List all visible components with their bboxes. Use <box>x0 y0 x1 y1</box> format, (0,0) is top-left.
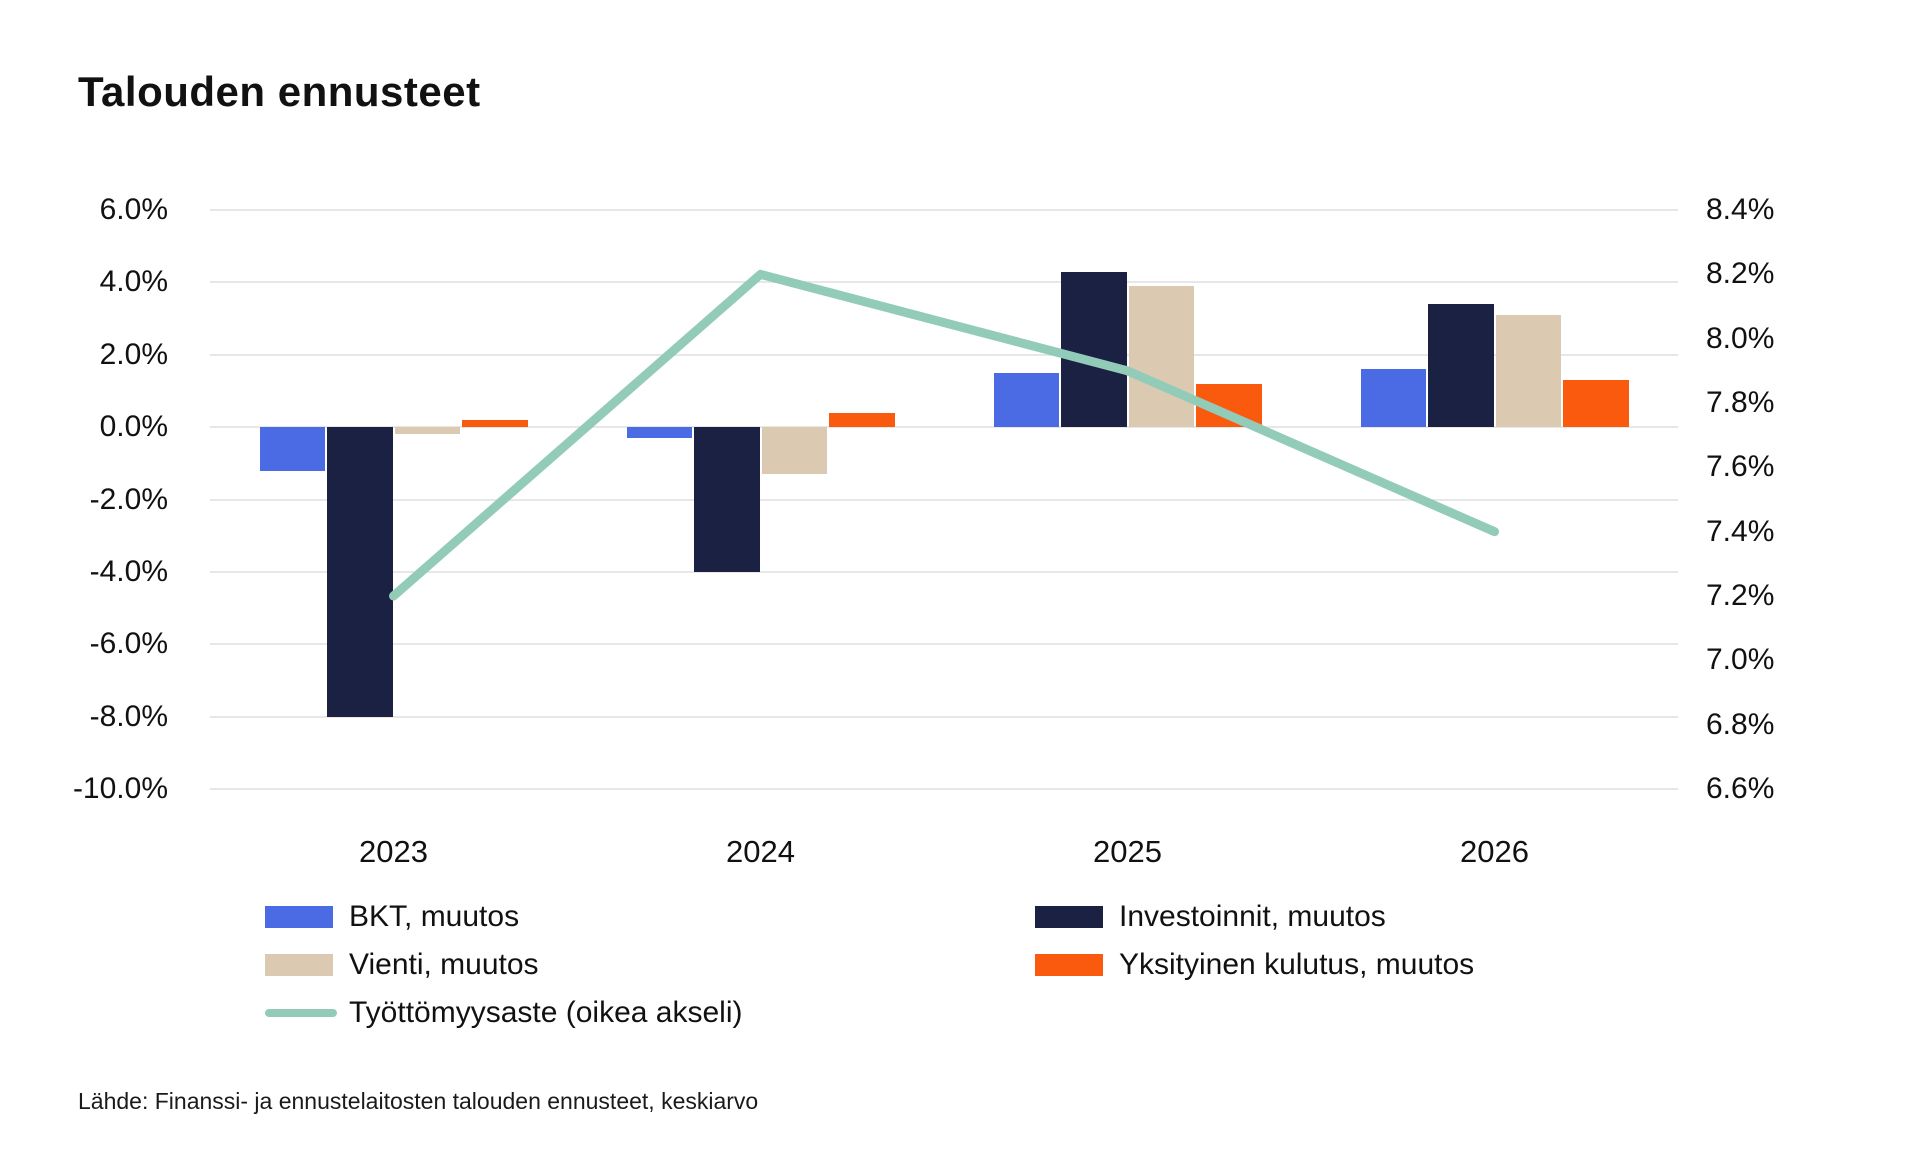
right-axis-tick: 7.8% <box>1706 386 1775 419</box>
gridline <box>210 643 1678 646</box>
left-axis-tick: 2.0% <box>99 337 168 371</box>
left-axis-tick: 4.0% <box>99 265 168 299</box>
bar-investoinnit-2024 <box>694 427 760 572</box>
left-axis-tick: 0.0% <box>99 410 168 444</box>
left-axis-tick: -2.0% <box>89 482 168 516</box>
x-axis-label: 2024 <box>726 834 795 869</box>
legend-swatch-tyottomyysaste <box>265 1009 337 1017</box>
source-note: Lähde: Finanssi- ja ennustelaitosten tal… <box>78 1088 759 1114</box>
bar-yksityinen-2023 <box>462 419 528 428</box>
x-axis-label: 2025 <box>1093 834 1162 869</box>
right-axis-tick: 8.4% <box>1706 193 1775 226</box>
left-axis-tick: 6.0% <box>99 193 168 226</box>
legend-label-tyottomyysaste: Työttömyysaste (oikea akseli) <box>349 996 743 1029</box>
legend-label-yksityinen: Yksityinen kulutus, muutos <box>1119 948 1475 981</box>
bar-yksityinen-2025 <box>1196 383 1262 428</box>
bar-vienti-2024 <box>761 427 827 475</box>
legend-swatch-bkt <box>265 906 333 928</box>
legend-label-vienti: Vienti, muutos <box>349 948 539 981</box>
gridline <box>210 498 1678 501</box>
gridline <box>210 209 1678 211</box>
right-axis-tick: 7.4% <box>1706 514 1775 548</box>
unemployment-line <box>389 269 1499 601</box>
right-axis-tick: 6.8% <box>1706 707 1775 741</box>
x-axis-label: 2026 <box>1460 834 1529 869</box>
right-axis-tick: 7.2% <box>1706 579 1775 612</box>
gridline <box>210 715 1678 718</box>
right-axis-tick: 8.2% <box>1706 257 1775 291</box>
legend-label-bkt: BKT, muutos <box>349 900 520 933</box>
bar-yksityinen-2026 <box>1563 380 1629 428</box>
bar-vienti-2023 <box>394 427 460 435</box>
legend-swatch-investoinnit <box>1035 906 1103 928</box>
right-axis-tick: 6.6% <box>1706 772 1775 805</box>
right-axis-tick: 7.0% <box>1706 643 1775 677</box>
left-axis-tick: -4.0% <box>89 554 168 588</box>
left-axis-tick: -6.0% <box>89 627 168 661</box>
bar-bkt-2024 <box>626 427 692 438</box>
legend-label-investoinnit: Investoinnit, muutos <box>1119 900 1386 933</box>
gridline <box>210 570 1678 573</box>
legend-swatch-vienti <box>265 954 333 976</box>
left-axis-tick: -8.0% <box>89 699 168 733</box>
gridline <box>210 281 1678 284</box>
gridline <box>210 788 1678 790</box>
left-axis-tick: -10.0% <box>72 772 168 805</box>
legend-swatch-yksityinen <box>1035 954 1103 976</box>
x-axis-label: 2023 <box>359 834 428 869</box>
bar-investoinnit-2025 <box>1061 271 1127 428</box>
right-axis-tick: 7.6% <box>1706 450 1775 484</box>
bar-bkt-2023 <box>259 427 325 471</box>
bar-vienti-2026 <box>1495 314 1561 428</box>
right-axis-tick: 8.0% <box>1706 321 1775 355</box>
bar-vienti-2025 <box>1128 285 1194 428</box>
bar-yksityinen-2024 <box>829 412 895 428</box>
bar-bkt-2026 <box>1360 369 1426 428</box>
bar-investoinnit-2026 <box>1428 304 1494 428</box>
chart-title: Talouden ennusteet <box>78 68 481 115</box>
bar-investoinnit-2023 <box>327 427 393 717</box>
bar-bkt-2025 <box>993 372 1059 428</box>
